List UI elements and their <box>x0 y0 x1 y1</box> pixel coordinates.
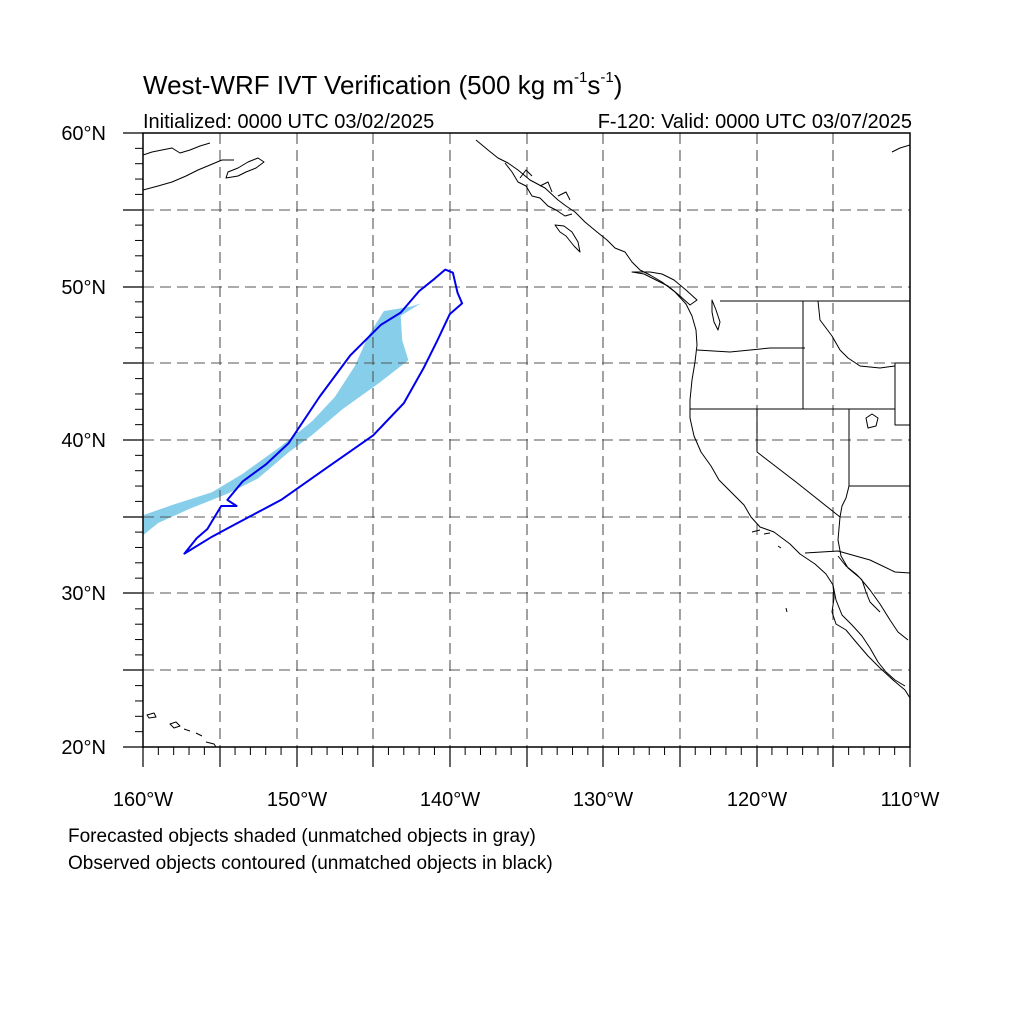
alaska-coastline-west <box>143 142 265 191</box>
title-superscript-2: -1 <box>600 69 614 87</box>
title-superscript-1: -1 <box>574 69 588 87</box>
lon-label-120w: 120°W <box>727 789 787 811</box>
lon-label-140w: 140°W <box>420 789 480 811</box>
idaho-montana-border <box>817 300 896 369</box>
colorado-river-gulf <box>837 516 909 641</box>
axis-minor-ticks <box>135 147 896 755</box>
washington-oregon-border <box>696 347 805 353</box>
axis-ticks <box>123 132 911 767</box>
title-text-s: s <box>587 70 601 100</box>
hawaii-islands <box>146 712 217 747</box>
footnote-observed: Observed objects contoured (unmatched ob… <box>68 853 553 874</box>
great-salt-lake <box>865 413 879 429</box>
arizona-nevada-border <box>839 485 850 518</box>
lon-label-130w: 130°W <box>573 789 633 811</box>
observed-object-contour <box>183 268 464 555</box>
california-nevada-border <box>756 409 841 518</box>
forecast-object-shaded <box>143 303 421 536</box>
init-time-label: Initialized: 0000 UTC 03/02/2025 <box>143 111 435 133</box>
lat-label-50: 50°N <box>61 277 106 299</box>
footnote-forecast: Forecasted objects shaded (unmatched obj… <box>68 826 536 847</box>
map-title: West-WRF IVT Verification (500 kg m-1s-1… <box>143 69 623 101</box>
vancouver-island <box>631 271 698 306</box>
yukon-coast-northeast <box>891 144 910 153</box>
puget-sound <box>711 299 721 331</box>
alaska-southeast-islands <box>504 162 581 253</box>
lat-label-20: 20°N <box>61 737 106 759</box>
north-america-coastline <box>475 139 910 699</box>
lat-label-40: 40°N <box>61 430 106 452</box>
lat-label-60: 60°N <box>61 123 106 145</box>
us-mexico-border <box>804 550 910 574</box>
lon-label-150w: 150°W <box>267 789 327 811</box>
lon-label-160w: 160°W <box>113 789 173 811</box>
lon-label-110w: 110°W <box>881 789 940 811</box>
title-text: West-WRF IVT Verification (500 kg m <box>143 70 575 100</box>
wyoming-box <box>894 362 910 426</box>
channel-islands <box>751 529 788 613</box>
baja-california <box>832 584 906 687</box>
lat-label-30: 30°N <box>61 583 106 605</box>
title-close: ) <box>613 70 623 100</box>
valid-time-label: F-120: Valid: 0000 UTC 03/07/2025 <box>597 111 912 133</box>
graticule <box>143 133 910 747</box>
